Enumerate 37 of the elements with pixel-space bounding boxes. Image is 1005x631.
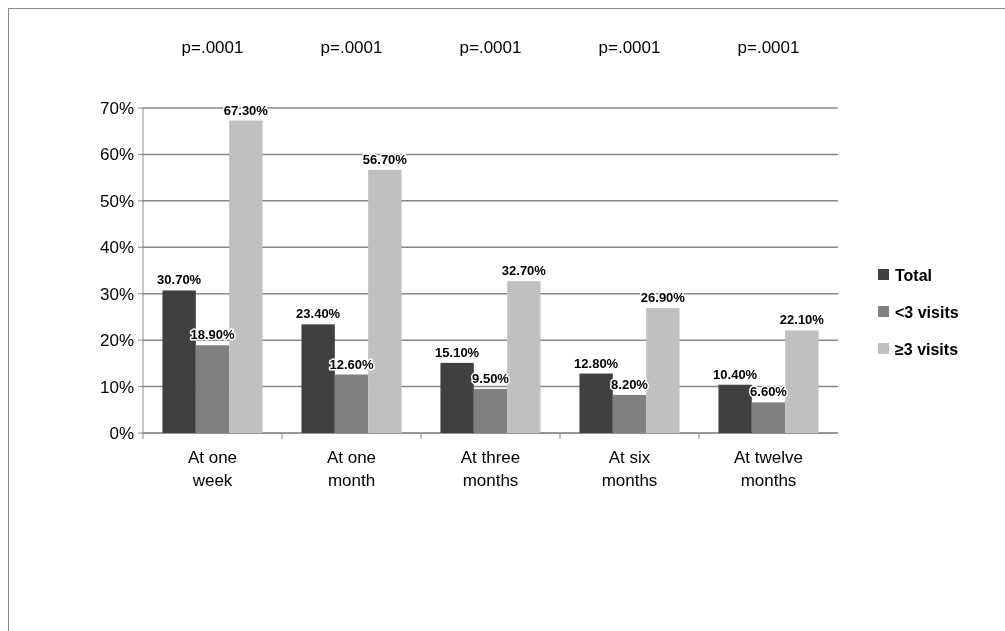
- data-label: 26.90%: [640, 290, 686, 306]
- y-tick-label: 60%: [99, 145, 134, 165]
- y-tick-label: 20%: [99, 331, 134, 351]
- data-label: 30.70%: [157, 272, 202, 288]
- bar: [579, 373, 613, 433]
- bar: [718, 384, 752, 433]
- bar: [785, 330, 819, 433]
- y-tick-label: 40%: [99, 238, 134, 258]
- data-label: 15.10%: [435, 344, 480, 360]
- y-tick-label: 30%: [99, 284, 134, 304]
- x-tick-label: At three months: [460, 448, 521, 490]
- bar: [507, 281, 541, 433]
- legend-label: ≥3 visits: [895, 340, 959, 358]
- data-label: 56.70%: [362, 151, 408, 167]
- legend-label: Total: [895, 266, 933, 284]
- data-label: 12.80%: [574, 355, 619, 371]
- x-tick-label: At one week: [187, 448, 238, 490]
- y-tick-label: 0%: [109, 423, 134, 443]
- x-tick-label: At six months: [601, 448, 658, 490]
- data-label: 32.70%: [501, 263, 547, 279]
- text: p=.0001: [598, 38, 661, 57]
- text: p=.0001: [181, 38, 244, 57]
- data-label: 23.40%: [296, 306, 341, 322]
- data-label: 22.10%: [779, 312, 825, 328]
- bar: [646, 308, 680, 433]
- text: p=.0001: [320, 38, 383, 57]
- bar: [440, 362, 474, 433]
- text: p=.0001: [459, 38, 522, 57]
- data-label: 10.40%: [713, 366, 758, 382]
- data-label: 67.30%: [223, 102, 269, 118]
- y-tick-label: 10%: [99, 377, 134, 397]
- x-tick-label: At one month: [326, 448, 377, 490]
- text: p=.0001: [737, 38, 800, 57]
- legend-label: <3 visits: [895, 303, 959, 321]
- x-tick-label: At twelve months: [734, 448, 803, 490]
- y-tick-label: 70%: [99, 98, 134, 118]
- y-tick-label: 50%: [99, 191, 134, 211]
